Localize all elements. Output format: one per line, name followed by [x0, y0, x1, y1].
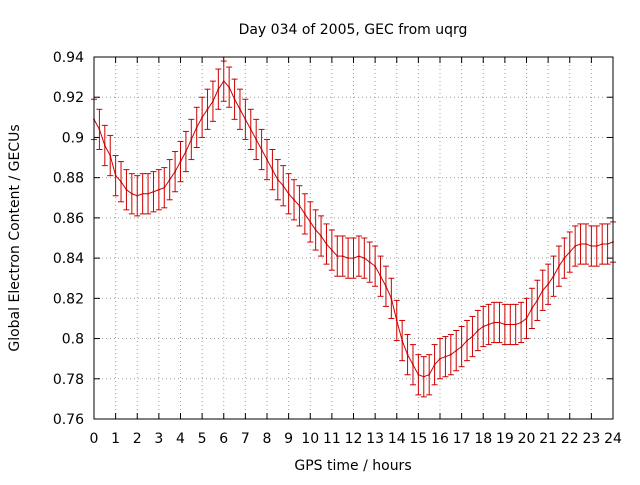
x-tick-label: 13 — [366, 431, 384, 447]
x-tick-label: 23 — [582, 431, 600, 447]
series-line — [93, 80, 614, 378]
x-tick-label: 17 — [453, 431, 471, 447]
x-tick-label: 10 — [301, 431, 319, 447]
x-axis-label: GPS time / hours — [294, 458, 411, 474]
x-tick-label: 8 — [263, 431, 272, 447]
chart-title: Day 034 of 2005, GEC from uqrg — [239, 22, 468, 38]
series-gec — [91, 60, 616, 398]
x-tick-label: 0 — [90, 431, 99, 447]
y-tick-label: 0.8 — [62, 332, 84, 348]
x-tick-label: 9 — [284, 431, 293, 447]
y-tick-label: 0.88 — [53, 171, 84, 187]
x-tick-label: 24 — [604, 431, 622, 447]
axes: 0.760.780.80.820.840.860.880.90.920.940 1… — [53, 50, 622, 447]
x-tick-label: 5 — [198, 431, 207, 447]
x-tick-label: 14 — [388, 431, 406, 447]
x-tick-label: 4 — [176, 431, 185, 447]
x-tick-label: 19 — [496, 431, 514, 447]
x-tick-label: 16 — [431, 431, 449, 447]
x-tick-label: 12 — [345, 431, 363, 447]
y-axis-label: Global Electron Content / GECUs — [7, 124, 23, 351]
x-tick-label: 6 — [219, 431, 228, 447]
x-tick-label: 15 — [409, 431, 427, 447]
y-tick-label: 0.94 — [53, 50, 84, 66]
x-tick-label: 1 — [111, 431, 120, 447]
y-tick-label: 0.84 — [53, 251, 84, 267]
x-tick-label: 3 — [154, 431, 163, 447]
x-tick-label: 22 — [561, 431, 579, 447]
grid — [94, 57, 613, 419]
y-tick-label: 0.76 — [53, 412, 84, 428]
y-tick-label: 0.78 — [53, 372, 84, 388]
x-tick-label: 20 — [518, 431, 536, 447]
x-tick-label: 2 — [133, 431, 142, 447]
x-tick-label: 11 — [323, 431, 341, 447]
y-tick-label: 0.9 — [62, 130, 84, 146]
x-tick-label: 7 — [241, 431, 250, 447]
y-tick-label: 0.82 — [53, 291, 84, 307]
y-tick-label: 0.86 — [53, 211, 84, 227]
plot-border — [93, 56, 614, 420]
x-tick-label: 18 — [474, 431, 492, 447]
y-tick-label: 0.92 — [53, 90, 84, 106]
x-tick-label: 21 — [539, 431, 557, 447]
